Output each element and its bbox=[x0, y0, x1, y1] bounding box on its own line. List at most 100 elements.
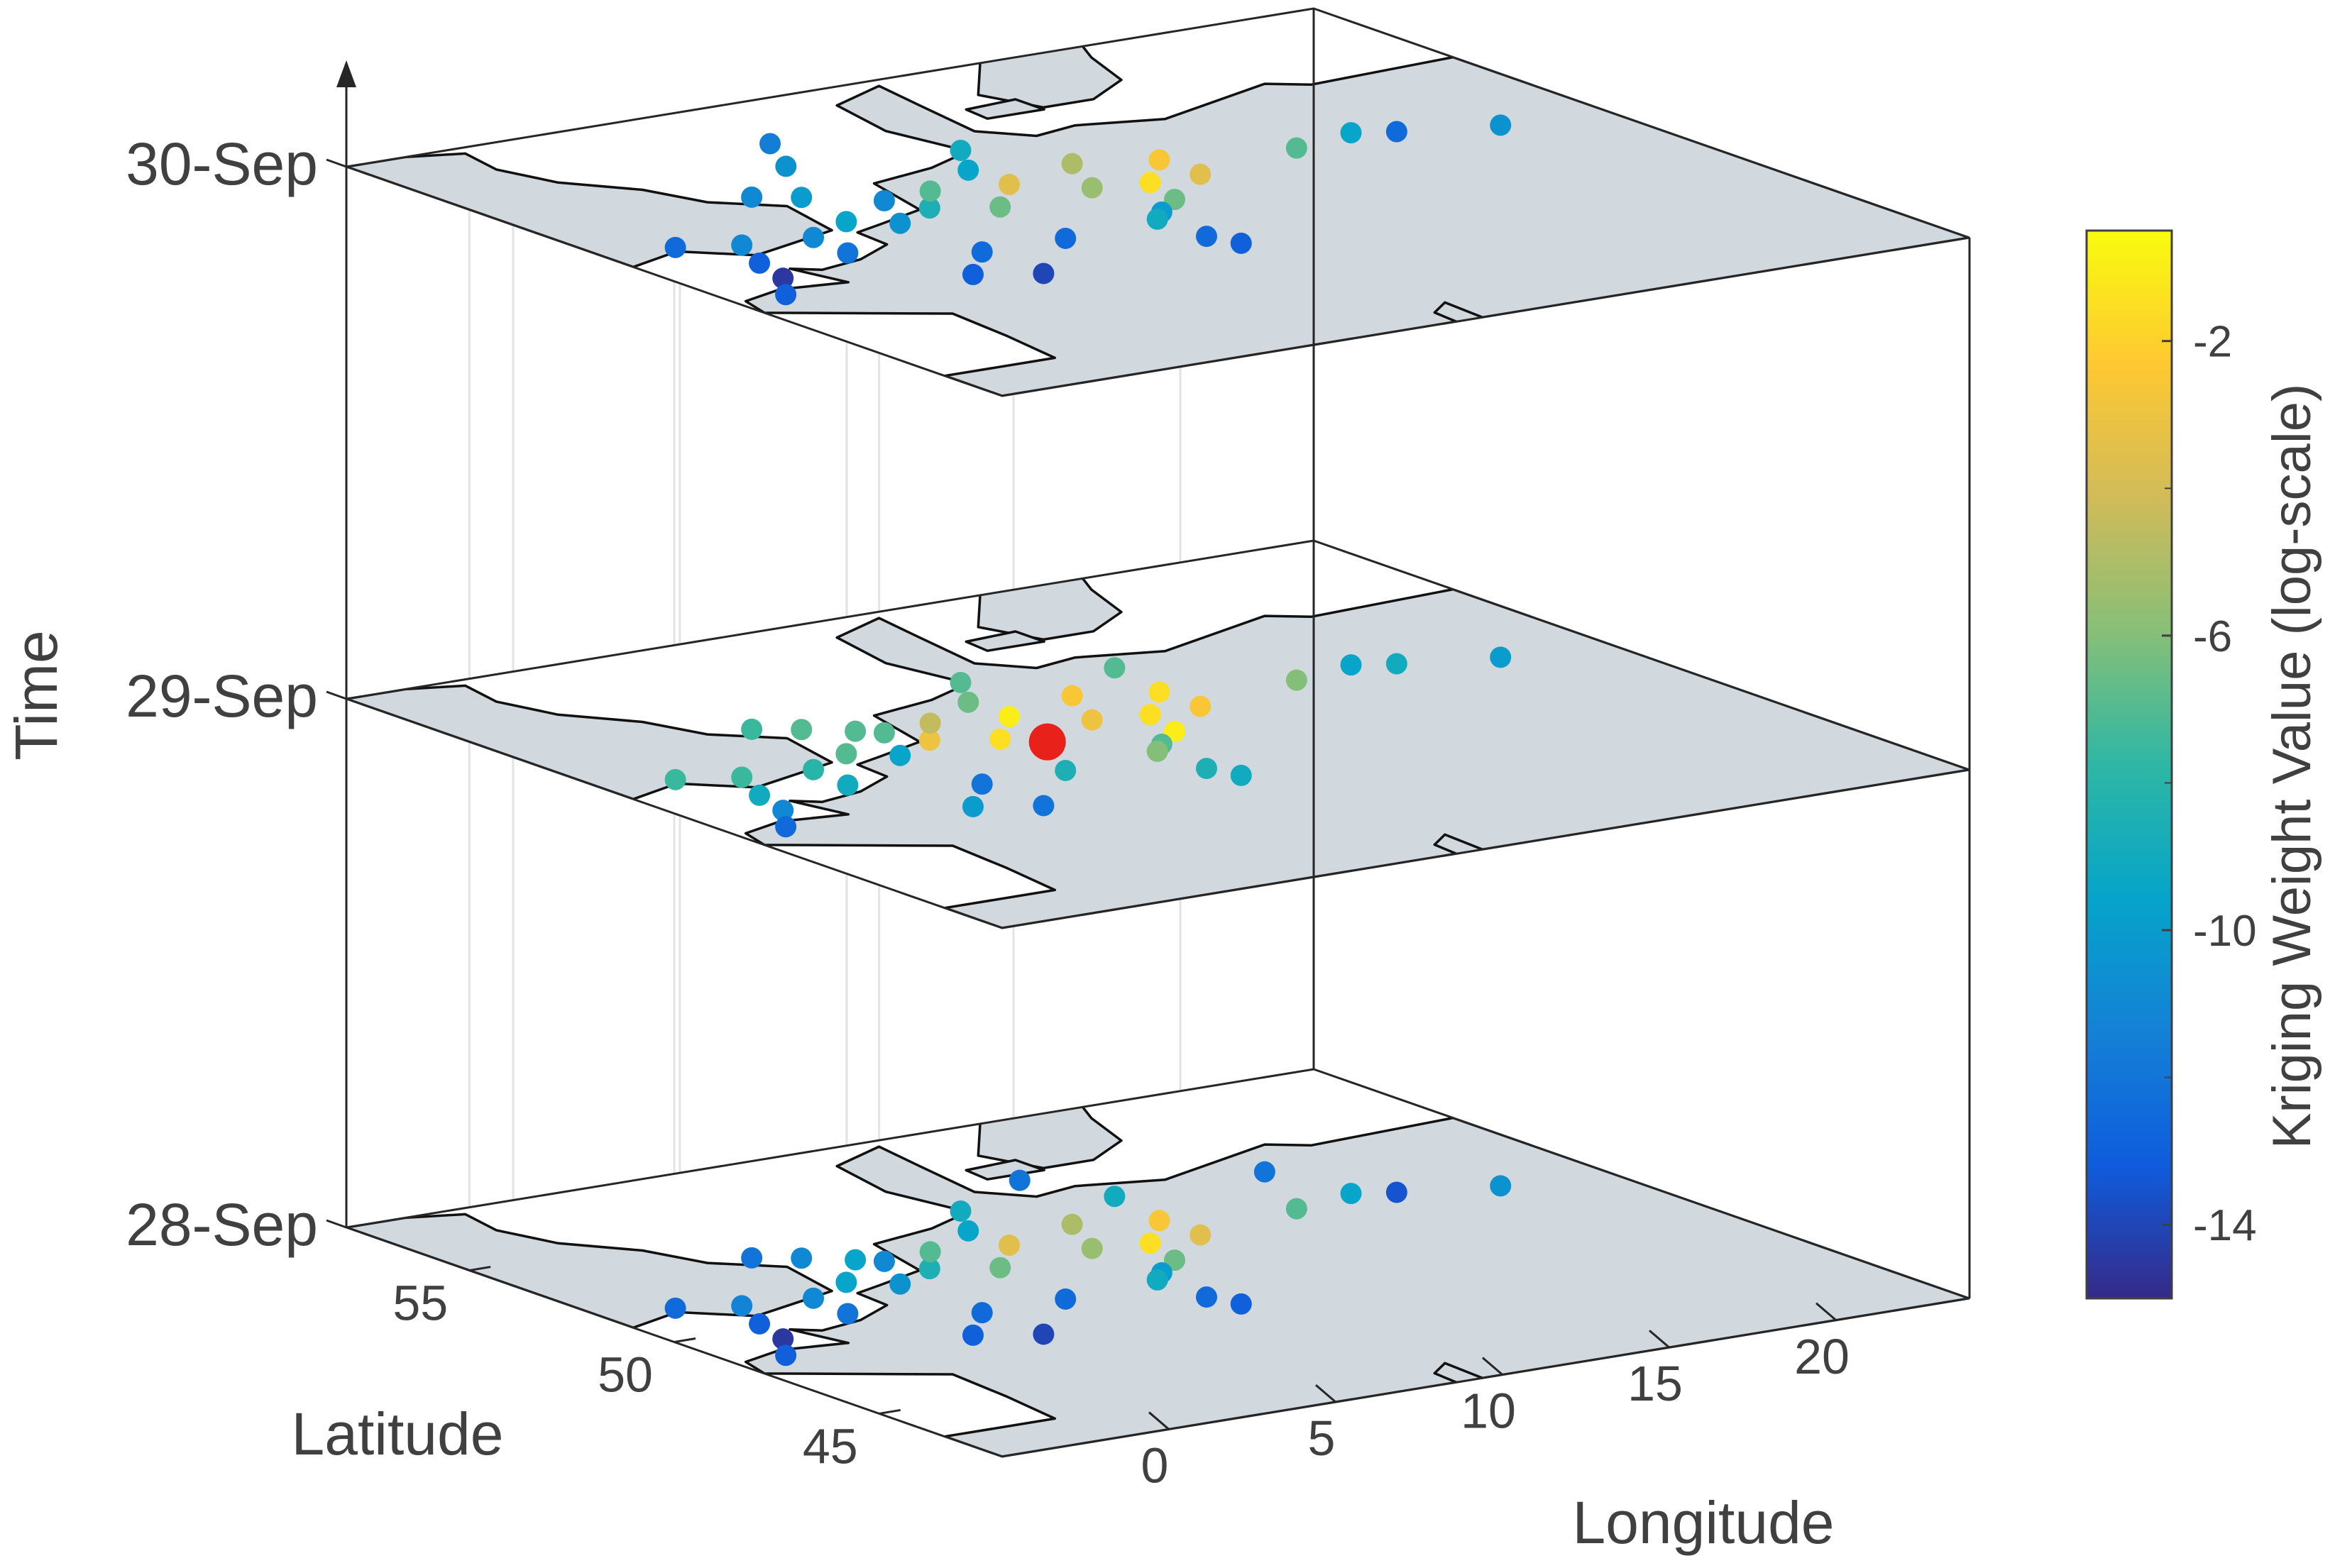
station-point bbox=[803, 1287, 825, 1309]
station-point bbox=[741, 718, 763, 740]
station-point bbox=[873, 1250, 895, 1272]
station-point bbox=[1190, 163, 1212, 185]
station-point bbox=[1490, 1175, 1512, 1197]
slice-29-Sep bbox=[346, 539, 1970, 929]
land-mass bbox=[977, 21, 1123, 109]
station-point bbox=[1146, 740, 1168, 762]
station-point bbox=[1285, 137, 1307, 159]
station-point bbox=[835, 743, 857, 765]
z-axis-label: Time bbox=[3, 630, 70, 761]
station-point bbox=[845, 720, 867, 742]
y-tick-label: 55 bbox=[392, 1276, 448, 1331]
station-point bbox=[1340, 122, 1362, 144]
station-point bbox=[1490, 646, 1512, 668]
station-point bbox=[845, 1249, 867, 1271]
station-point bbox=[950, 1200, 972, 1222]
station-point bbox=[731, 766, 753, 788]
station-point bbox=[1340, 654, 1362, 676]
station-point bbox=[1055, 1288, 1077, 1310]
station-point bbox=[731, 1295, 753, 1317]
colorbar-ticks: -2 -6 -10 -14 bbox=[2162, 318, 2257, 1250]
station-point bbox=[950, 139, 972, 161]
station-point bbox=[1061, 1213, 1083, 1235]
station-point bbox=[971, 773, 993, 795]
z-axis-arrow bbox=[336, 60, 356, 87]
y-axis-label: Latitude bbox=[292, 1401, 504, 1467]
station-point bbox=[772, 267, 794, 289]
station-point bbox=[775, 1345, 797, 1367]
station-point bbox=[731, 234, 753, 256]
station-point bbox=[1146, 208, 1168, 230]
station-point bbox=[1490, 114, 1512, 136]
station-point bbox=[971, 241, 993, 263]
station-point bbox=[873, 722, 895, 744]
station-point bbox=[664, 1297, 686, 1319]
x-tick bbox=[1148, 1411, 1170, 1430]
target-point bbox=[1028, 723, 1066, 761]
station-point bbox=[1230, 1293, 1252, 1315]
station-point bbox=[1104, 657, 1126, 679]
station-point bbox=[772, 800, 794, 822]
station-point bbox=[835, 211, 857, 233]
station-point bbox=[1081, 1237, 1103, 1259]
station-point bbox=[1033, 795, 1055, 817]
z-tick bbox=[326, 158, 347, 168]
station-point bbox=[1055, 227, 1077, 249]
station-point bbox=[989, 1257, 1011, 1279]
x-tick bbox=[1649, 1330, 1670, 1349]
station-point bbox=[889, 1273, 911, 1295]
land-mass bbox=[977, 553, 1123, 641]
colorbar-tick-label: -2 bbox=[2193, 318, 2232, 367]
station-point bbox=[749, 1313, 771, 1335]
station-point bbox=[1230, 232, 1252, 254]
station-point bbox=[1148, 681, 1170, 703]
station-point bbox=[1148, 1210, 1170, 1232]
station-point bbox=[1055, 759, 1077, 781]
land-mass bbox=[965, 98, 1045, 120]
y-tick bbox=[469, 1266, 491, 1272]
station-point bbox=[918, 197, 940, 219]
station-point bbox=[1139, 1232, 1161, 1254]
station-point bbox=[749, 784, 771, 806]
station-point bbox=[1061, 153, 1083, 175]
station-point bbox=[1009, 1169, 1031, 1191]
station-point bbox=[873, 189, 895, 211]
station-point bbox=[918, 729, 940, 751]
colorbar-tick-label: -10 bbox=[2193, 907, 2257, 956]
station-point bbox=[1190, 1224, 1212, 1246]
station-point bbox=[1385, 653, 1407, 675]
station-point bbox=[1033, 263, 1055, 285]
station-point bbox=[957, 159, 979, 181]
station-point bbox=[1253, 1161, 1275, 1183]
station-point bbox=[664, 236, 686, 258]
station-point bbox=[1061, 685, 1083, 707]
station-point bbox=[1196, 758, 1217, 780]
axis-frame bbox=[336, 9, 1971, 1298]
station-point bbox=[664, 768, 686, 790]
station-point bbox=[918, 1258, 940, 1280]
station-point bbox=[1081, 177, 1103, 199]
z-tick bbox=[326, 1219, 347, 1229]
station-point bbox=[957, 1220, 979, 1242]
station-point bbox=[837, 774, 859, 796]
station-point bbox=[759, 133, 781, 155]
station-point bbox=[775, 816, 797, 838]
station-point bbox=[791, 1247, 813, 1269]
station-point bbox=[1385, 121, 1407, 143]
station-point bbox=[1196, 1286, 1217, 1308]
station-point bbox=[803, 226, 825, 248]
z-tick bbox=[326, 690, 347, 700]
station-point bbox=[962, 1324, 984, 1346]
x-tick bbox=[1482, 1357, 1503, 1376]
x-tick bbox=[1315, 1384, 1336, 1403]
x-tick-label: 0 bbox=[1141, 1438, 1169, 1494]
colorbar-label: Kriging Weight Value (log-scale) bbox=[2262, 384, 2322, 1149]
station-point bbox=[1196, 226, 1217, 248]
station-point bbox=[741, 1247, 763, 1269]
station-point bbox=[775, 155, 797, 177]
slice-30-Sep bbox=[346, 7, 1970, 397]
station-point bbox=[1104, 1186, 1126, 1208]
time-slices bbox=[346, 7, 1970, 1458]
z-tick-label: 28-Sep bbox=[126, 1191, 318, 1258]
